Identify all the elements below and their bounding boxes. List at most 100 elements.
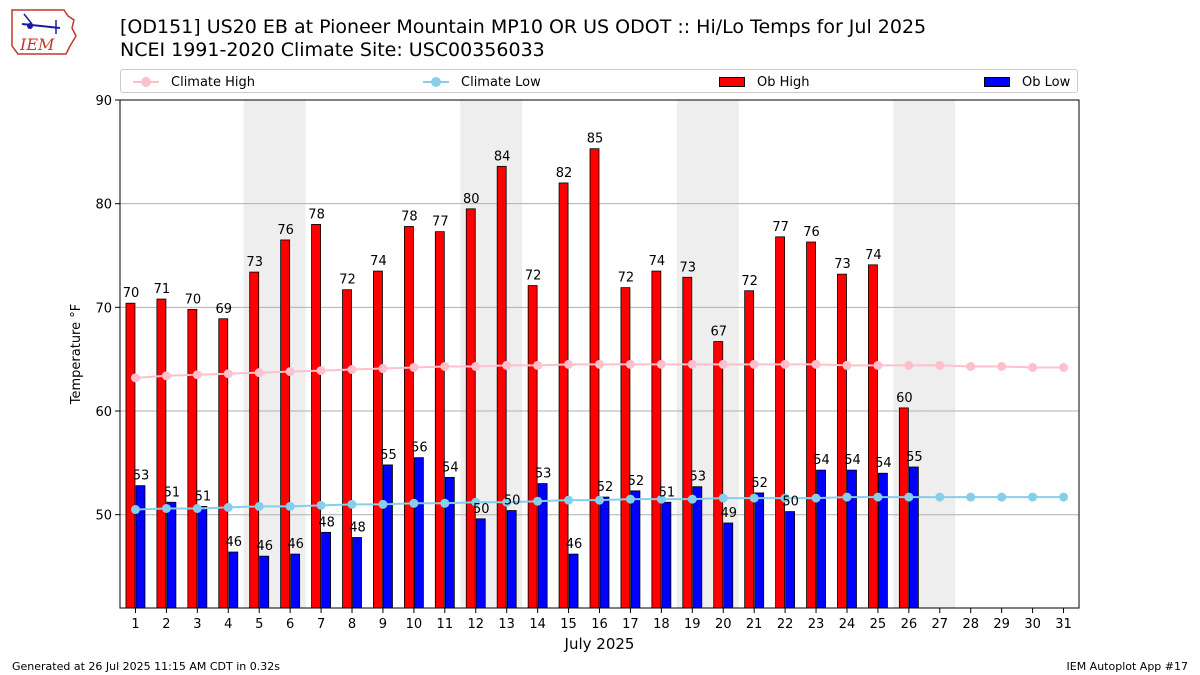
- ob-low-bar: [785, 511, 796, 609]
- ob-high-bar: [868, 264, 878, 609]
- ob-high-bar: [187, 309, 198, 609]
- ob-low-label: 50: [473, 502, 490, 517]
- ob-low-bar: [135, 485, 146, 609]
- ob-low-label: 46: [256, 539, 273, 554]
- ob-low-bar: [259, 555, 270, 609]
- climate-low-point: [161, 503, 171, 513]
- ob-low-label: 53: [133, 469, 150, 484]
- x-tick-label: 10: [406, 617, 423, 632]
- climate-high-point: [254, 368, 264, 378]
- x-tick-label: 25: [870, 617, 887, 632]
- climate-low-point: [718, 493, 728, 503]
- x-tick-label: 30: [1024, 617, 1041, 632]
- climate-high-swatch: [133, 76, 159, 88]
- ob-low-bar: [228, 551, 239, 609]
- ob-high-label: 69: [216, 302, 233, 317]
- x-tick-label: 2: [162, 617, 170, 632]
- climate-low-point: [997, 492, 1007, 502]
- climate-high-point: [780, 359, 790, 369]
- climate-high-point: [161, 371, 171, 381]
- ob-low-bar: [352, 537, 362, 609]
- ob-high-label: 73: [246, 255, 263, 270]
- legend-climate-low: Climate Low: [423, 73, 541, 91]
- climate-low-point: [409, 498, 419, 508]
- climate-high-point: [1059, 362, 1069, 372]
- climate-low-point: [687, 494, 697, 504]
- ob-low-bar: [723, 522, 734, 609]
- ob-low-label: 55: [906, 450, 923, 465]
- weekend-band: [893, 100, 925, 608]
- ob-high-label: 70: [123, 286, 140, 301]
- ob-low-label: 53: [535, 467, 552, 482]
- ob-low-label: 48: [349, 521, 366, 536]
- climate-high-point: [130, 373, 140, 383]
- climate-high-point: [625, 359, 635, 369]
- ob-high-label: 73: [680, 260, 697, 275]
- climate-low-point: [1028, 492, 1038, 502]
- x-tick-label: 9: [379, 617, 387, 632]
- climate-low-point: [192, 503, 202, 513]
- x-tick-label: 22: [777, 617, 794, 632]
- ob-low-bar: [383, 464, 393, 609]
- climate-low-point: [935, 492, 945, 502]
- climate-high-point: [718, 359, 728, 369]
- ob-low-label: 50: [504, 494, 521, 509]
- ob-high-bar: [837, 273, 847, 609]
- ob-low-bar: [847, 469, 857, 609]
- x-tick-label: 3: [193, 617, 201, 632]
- climate-low-point: [749, 493, 759, 503]
- ob-low-bar: [166, 501, 177, 609]
- ob-high-label: 78: [401, 209, 418, 224]
- climate-high-point: [966, 361, 976, 371]
- climate-high-point: [316, 366, 326, 376]
- ob-low-label: 50: [782, 495, 799, 510]
- ob-high-label: 72: [618, 271, 635, 286]
- climate-low-point: [625, 494, 635, 504]
- climate-low-point: [564, 495, 574, 505]
- ob-low-label: 56: [411, 441, 428, 456]
- climate-high-point: [533, 360, 543, 370]
- climate-low-point: [842, 492, 852, 502]
- climate-low-point: [254, 501, 264, 511]
- ob-high-label: 84: [494, 149, 511, 164]
- climate-low-point: [285, 501, 295, 511]
- ob-low-label: 54: [844, 453, 861, 468]
- ob-low-bar: [444, 476, 455, 609]
- climate-high-point: [811, 359, 821, 369]
- legend-ob-low: Ob Low: [984, 73, 1070, 91]
- climate-high-point: [285, 367, 295, 377]
- y-tick-label: 60: [95, 405, 112, 420]
- ob-low-bar: [599, 496, 610, 609]
- climate-low-point: [533, 496, 543, 506]
- climate-low-point: [502, 497, 512, 507]
- climate-low-point: [347, 499, 357, 509]
- ob-low-bar: [908, 466, 919, 609]
- ob-high-label: 80: [463, 192, 480, 207]
- ob-low-label: 54: [875, 456, 892, 471]
- x-tick-label: 28: [962, 617, 979, 632]
- ob-high-bar: [496, 165, 507, 609]
- x-tick-label: 23: [808, 617, 825, 632]
- ob-high-label: 74: [865, 248, 882, 263]
- chart-legend: Climate High Climate Low Ob High Ob Low: [120, 69, 1078, 93]
- ob-high-label: 72: [741, 274, 758, 289]
- x-tick-label: 14: [529, 617, 546, 632]
- chart-subtitle: NCEI 1991-2020 Climate Site: USC00356033: [120, 39, 545, 61]
- weekend-band: [274, 100, 306, 608]
- ob-high-bar: [713, 341, 724, 609]
- climate-high-point: [378, 364, 388, 374]
- y-tick-label: 80: [95, 198, 112, 213]
- climate-low-point: [966, 492, 976, 502]
- weekend-band: [491, 100, 523, 608]
- climate-high-point: [502, 360, 512, 370]
- ob-high-label: 71: [154, 282, 171, 297]
- weekend-band: [924, 100, 956, 608]
- climate-low-point: [656, 494, 666, 504]
- y-axis-label: Temperature °F: [69, 304, 84, 405]
- ob-low-label: 46: [287, 537, 304, 552]
- ob-low-label: 49: [720, 506, 737, 521]
- ob-low-label: 46: [566, 537, 583, 552]
- ob-low-label: 51: [195, 489, 212, 504]
- ob-high-label: 72: [339, 273, 356, 288]
- ob-high-label: 78: [308, 207, 325, 222]
